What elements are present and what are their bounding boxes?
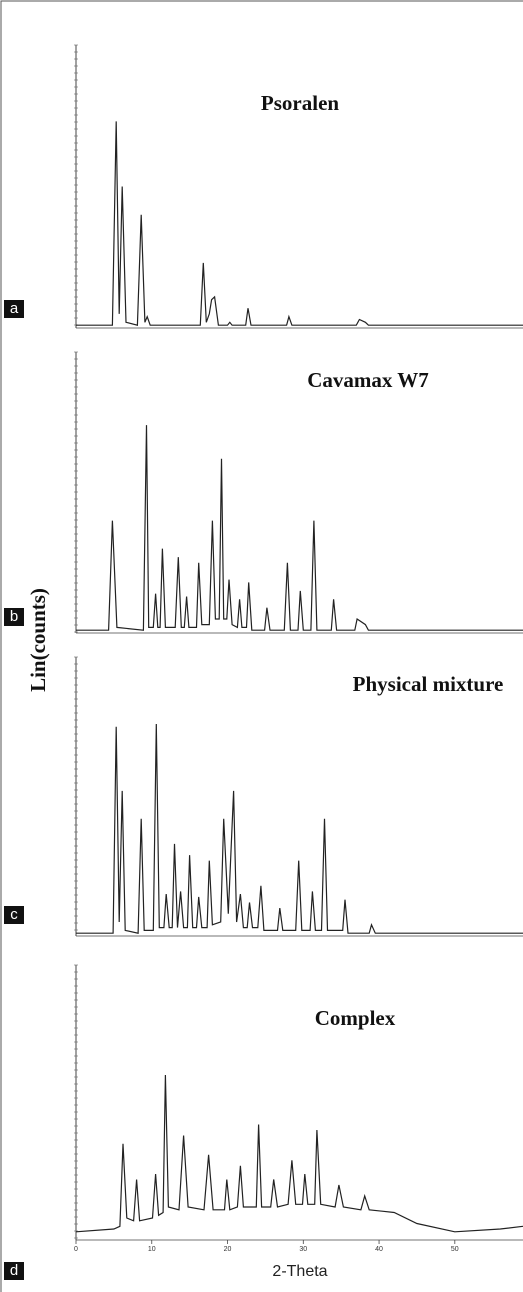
x-tick-label: 50 (451, 1246, 459, 1253)
xrd-trace (76, 425, 523, 631)
panel-label-box (4, 608, 24, 626)
panel-label: c (10, 906, 18, 923)
panel-label: b (10, 608, 18, 625)
panel-title: Complex (315, 1006, 396, 1030)
y-axis-label: Lin(counts) (26, 588, 50, 692)
x-tick-label: 0 (74, 1246, 78, 1253)
xrd-trace (76, 723, 523, 934)
panel-title: Cavamax W7 (307, 368, 429, 392)
xrd-trace (76, 121, 523, 326)
x-tick-label: 10 (148, 1246, 156, 1253)
panel-label-box (4, 1262, 24, 1280)
xrd-trace (75, 1074, 523, 1233)
x-tick-label: 30 (299, 1246, 307, 1253)
x-tick-label: 40 (375, 1246, 383, 1253)
panel-label-box (4, 906, 24, 924)
panel-title: Physical mixture (353, 672, 504, 696)
x-tick-label: 20 (224, 1246, 232, 1253)
panel-label: a (10, 300, 19, 317)
panel-label-box (4, 300, 24, 318)
panel-label: d (10, 1262, 18, 1279)
x-axis-label: 2-Theta (272, 1263, 327, 1280)
panel-title: Psoralen (261, 91, 339, 115)
